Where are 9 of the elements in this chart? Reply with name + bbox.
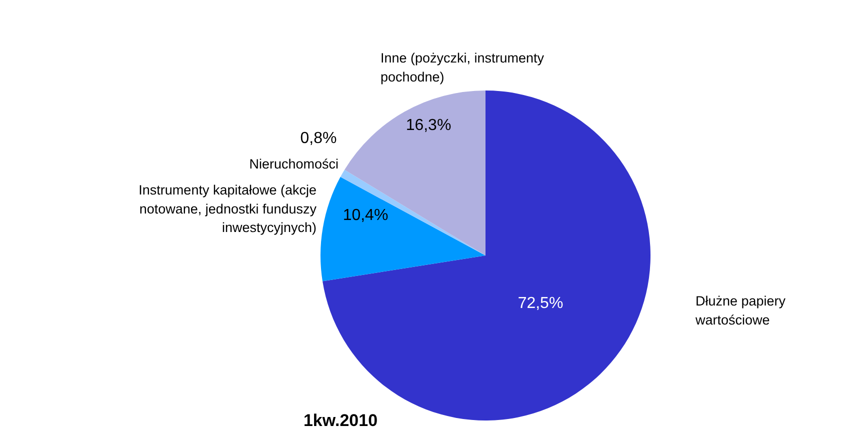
data-label: 10,4% xyxy=(342,207,388,224)
slice-label: Inne (pożyczki, instrumenty pochodne) xyxy=(380,50,544,84)
data-label: 72,5% xyxy=(518,295,564,312)
slice-label: Dłużne papiery wartościowe xyxy=(694,294,786,328)
slice-label: Instrumenty kapitałowe (akcje notowane, jednostki funduszy inwestycyjnych) xyxy=(138,182,317,235)
slice-label: Nieruchomości xyxy=(249,156,338,172)
data-label: 16,3% xyxy=(406,117,452,134)
text: 1kw.2010 xyxy=(303,411,378,430)
data-label: 0,8% xyxy=(300,130,337,147)
